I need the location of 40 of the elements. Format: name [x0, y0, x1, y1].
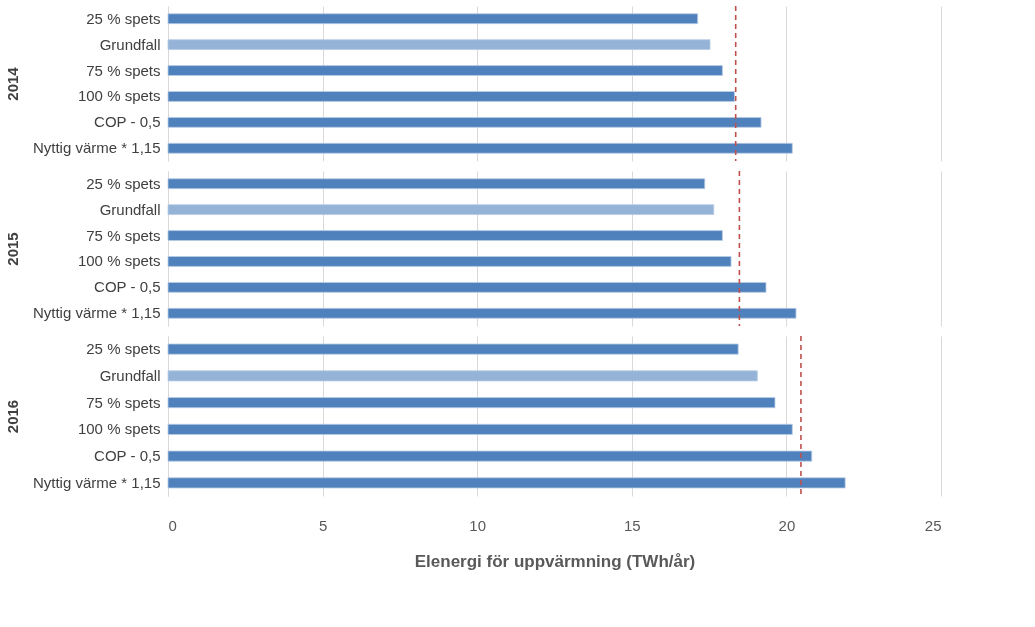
y-tick-label: Nyttig värme * 1,15: [32, 139, 161, 157]
bar: [167, 282, 767, 293]
y-tick-label: Nyttig värme * 1,15: [32, 473, 161, 491]
x-tick-label: 10: [469, 516, 487, 534]
y-tick-label: COP - 0,5: [94, 447, 161, 465]
y-tick-label: 25 % spets: [86, 174, 161, 192]
y-tick-label: COP - 0,5: [94, 113, 161, 131]
y-tick-label: COP - 0,5: [94, 278, 161, 296]
y-tick-label: 75 % spets: [86, 393, 161, 411]
bar: [167, 307, 797, 319]
bar: [167, 142, 793, 154]
y-tick-label: 100 % spets: [77, 87, 161, 105]
y-tick-label: 75 % spets: [86, 61, 161, 79]
y-tick-label: 100 % spets: [77, 252, 161, 270]
x-tick-label: 25: [924, 516, 942, 534]
y-axis-title: 2014: [3, 66, 21, 101]
y-tick-label: 25 % spets: [86, 9, 161, 27]
bar: [167, 117, 762, 128]
bar: [167, 39, 711, 50]
y-tick-label: Grundfall: [99, 35, 161, 53]
y-tick-label: Nyttig värme * 1,15: [32, 304, 161, 322]
y-tick-label: 75 % spets: [86, 226, 161, 244]
x-tick-label: 0: [168, 516, 177, 534]
x-tick-label: 20: [778, 516, 796, 534]
bar: [167, 65, 723, 76]
bar: [167, 204, 715, 215]
x-axis-title: Elenergi för uppvärmning (TWh/år): [414, 551, 696, 571]
y-tick-label: Grundfall: [99, 200, 161, 218]
x-tick-label: 5: [318, 516, 328, 534]
bar: [167, 178, 706, 190]
bar: [167, 256, 732, 267]
y-tick-label: Grundfall: [99, 366, 161, 384]
y-tick-label: 100 % spets: [77, 420, 161, 438]
bar: [167, 230, 723, 241]
y-axis-title: 2016: [3, 399, 21, 434]
y-axis-title: 2015: [3, 232, 21, 266]
x-tick-label: 15: [623, 516, 641, 534]
y-tick-label: 25 % spets: [86, 340, 161, 358]
bar: [167, 91, 735, 102]
bar: [167, 13, 699, 25]
